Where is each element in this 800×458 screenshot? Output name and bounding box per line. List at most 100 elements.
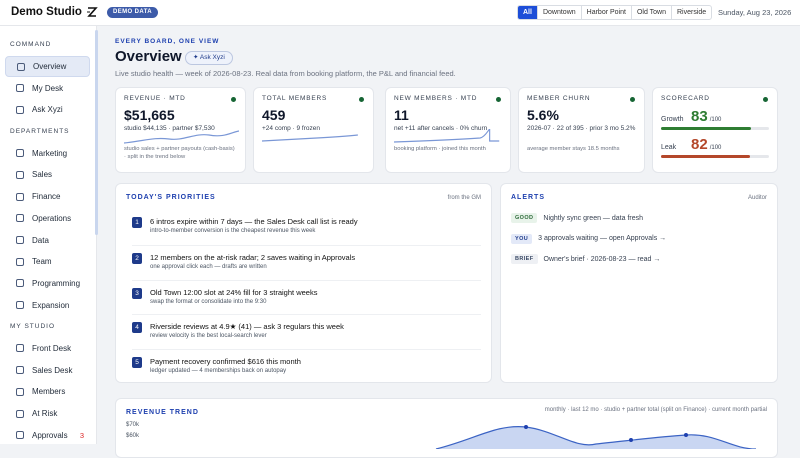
nav-label: Programming	[32, 278, 81, 288]
alert-item[interactable]: BRIEF Owner's brief · 2026-08-23 — read →	[511, 249, 660, 269]
kpi-card: MEMBER CHURN 5.6% 2026-07 · 22 of 395 · pr…	[518, 87, 645, 173]
priority-number: 4	[132, 322, 142, 334]
nav-icon	[16, 214, 24, 223]
card-label: TOTAL MEMBERS	[262, 95, 328, 102]
priority-item[interactable]: 2 12 members on the at-risk radar; 2 save…	[132, 244, 481, 280]
nav-item[interactable]: My Desk	[5, 77, 90, 99]
alert-text: Owner's brief · 2026-08-23 — read →	[543, 255, 661, 263]
top-bar: Demo Studio DEMO DATA All Downtown Harbor …	[0, 0, 800, 26]
subtitle: Live studio health — week of 2026-08-23.…	[115, 69, 456, 78]
sidebar: COMMAND Overview My Desk Ask Xyzi DEPARTMENT…	[0, 26, 97, 444]
logo-icon	[87, 7, 98, 17]
score-label: Leak	[661, 144, 677, 151]
nav-icon	[17, 62, 25, 71]
alert-item[interactable]: YOU 3 approvals waiting — open Approvals …	[511, 229, 666, 249]
nav-item[interactable]: At Risk	[5, 403, 90, 425]
score-bar	[661, 155, 750, 158]
score-max: /100	[709, 145, 722, 151]
priority-sub: one approval click each — drafts are wri…	[150, 263, 267, 270]
nav-item[interactable]: Data	[5, 229, 90, 251]
nav-icon	[16, 236, 24, 245]
kpi-card: REVENUE · MTD $51,665 studio $44,135 · par…	[115, 87, 246, 173]
card-value: 11	[394, 107, 409, 123]
trend-curve	[435, 425, 756, 449]
status-dot	[359, 97, 364, 102]
priority-item[interactable]: 1 6 intros expire within 7 days — the Sal…	[132, 210, 481, 245]
priority-number: 2	[132, 252, 142, 264]
nav-icon	[16, 344, 24, 353]
nav-item[interactable]: Programming	[5, 273, 90, 295]
card-value: 5.6%	[527, 107, 559, 123]
location-tab[interactable]: Riverside	[671, 6, 711, 19]
priority-item[interactable]: 4 Riverside reviews at 4.9★ (41) — ask 3 …	[132, 314, 481, 349]
nav-section: COMMAND	[10, 41, 52, 48]
location-tab[interactable]: Downtown	[536, 6, 581, 19]
priority-title: Old Town 12:00 slot at 24% fill for 3 st…	[150, 287, 318, 297]
nav-icon	[16, 279, 24, 288]
nav-section: MY STUDIO	[10, 322, 55, 330]
priority-title: Payment recovery confirmed $616 this mon…	[150, 357, 301, 367]
location-tab[interactable]: Harbor Point	[580, 6, 631, 19]
ask-button[interactable]: ✦ Ask Xyzi	[185, 51, 233, 65]
scorecard: SCORECARD Growth 83/100 Leak 82/100	[652, 87, 778, 173]
nav-item[interactable]: Operations	[5, 208, 90, 230]
nav-icon	[16, 192, 24, 201]
nav-item[interactable]: Sales	[5, 164, 90, 186]
score-row: Growth 83/100	[661, 108, 769, 125]
nav-item[interactable]: Sales Desk	[5, 359, 90, 381]
alert-item[interactable]: GOOD Nightly sync green — data fresh	[511, 208, 643, 228]
nav-label: Members	[32, 387, 66, 397]
nav-icon	[16, 84, 24, 93]
nav-item[interactable]: Expansion	[5, 294, 90, 316]
card-detail: 2026-07 · 22 of 395 · prior 3 mo 5.2%	[527, 125, 636, 132]
card-label: NEW MEMBERS · MTD	[394, 95, 478, 102]
kpi-card: NEW MEMBERS · MTD 11 net +11 after cancels…	[385, 87, 511, 173]
score-row: Leak 82/100	[661, 136, 769, 153]
nav-item[interactable]: Team	[5, 251, 90, 273]
priority-item[interactable]: 3 Old Town 12:00 slot at 24% fill for 3 s…	[132, 279, 481, 315]
sparkline	[262, 134, 358, 142]
nav-item[interactable]: Members	[5, 381, 90, 403]
status-dot	[231, 97, 236, 102]
card-value: $51,665	[124, 107, 175, 123]
location-tab[interactable]: Old Town	[630, 6, 671, 19]
priority-sub: swap the format or consolidate into the …	[150, 298, 267, 305]
status-dot	[630, 97, 635, 102]
nav-count: 3	[79, 430, 84, 440]
panel-title: ALERTS	[511, 194, 545, 201]
nav-icon	[16, 257, 24, 266]
card-note: booking platform · joined this month	[394, 146, 486, 152]
panel-source: Auditor	[747, 195, 767, 201]
y-label: $60k	[126, 433, 140, 439]
nav-icon	[16, 366, 24, 375]
nav-label: Marketing	[32, 148, 68, 158]
nav-item[interactable]: Finance	[5, 186, 90, 208]
card-label: MEMBER CHURN	[527, 95, 591, 102]
priority-title: 6 intros expire within 7 days — the Sale…	[150, 217, 358, 226]
demo-badge: DEMO DATA	[107, 7, 159, 18]
priorities-panel: TODAY'S PRIORITIES from the GM 1 6 intros…	[115, 183, 492, 383]
card-detail: net +11 after cancels · 0% churn	[394, 125, 488, 132]
nav-icon	[16, 387, 24, 396]
nav-label: Team	[32, 257, 52, 267]
score-label: Growth	[661, 116, 684, 123]
nav-item[interactable]: Marketing	[5, 142, 90, 164]
location-tab[interactable]: All	[518, 6, 537, 19]
nav-label: Data	[32, 235, 49, 245]
nav-item[interactable]: Approvals 3	[5, 424, 90, 446]
sparkline	[394, 129, 500, 143]
panel-note: monthly · last 12 mo · studio + partner …	[544, 407, 767, 413]
priority-item[interactable]: 5 Payment recovery confirmed $616 this mo…	[132, 349, 481, 384]
alert-text: 3 approvals waiting — open Approvals →	[538, 235, 667, 242]
priority-title: 12 members on the at-risk radar; 2 saves…	[150, 252, 356, 262]
location-tabs: All Downtown Harbor Point Old Town Riverside	[517, 5, 713, 20]
nav-item[interactable]: Front Desk	[5, 338, 90, 360]
panel-title: TODAY'S PRIORITIES	[126, 194, 216, 201]
alert-tag: BRIEF	[511, 254, 538, 264]
card-note: average member stays 18.5 months	[527, 146, 620, 152]
nav-label: Finance	[32, 192, 61, 202]
scrollbar	[95, 30, 98, 235]
nav-item[interactable]: Ask Xyzi	[5, 99, 90, 121]
nav-item[interactable]: Overview	[5, 55, 90, 78]
